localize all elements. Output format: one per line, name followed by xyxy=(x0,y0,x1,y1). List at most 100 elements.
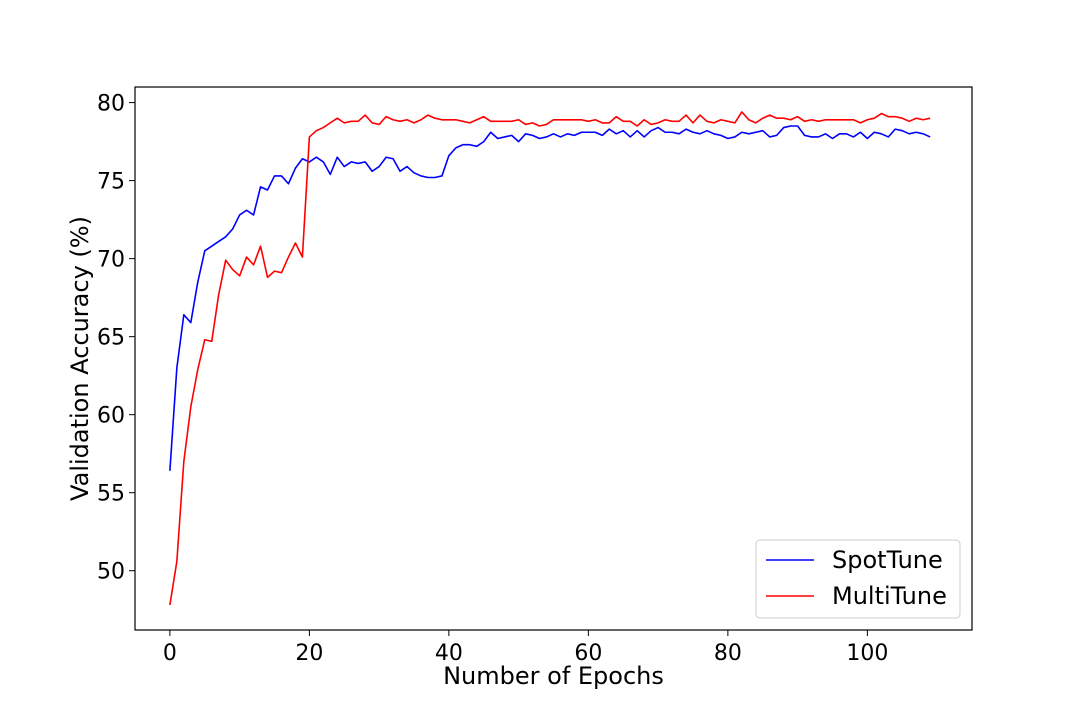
data-point-multitune xyxy=(413,122,415,124)
data-point-multitune xyxy=(776,117,778,119)
data-point-multitune xyxy=(762,117,764,119)
data-point-multitune xyxy=(887,116,889,118)
x-tick-label: 20 xyxy=(295,641,323,666)
data-point-multitune xyxy=(553,119,555,121)
data-point-multitune xyxy=(392,119,394,121)
data-point-spottune xyxy=(671,131,673,133)
data-point-multitune xyxy=(692,122,694,124)
data-point-spottune xyxy=(518,141,520,143)
data-point-spottune xyxy=(664,131,666,133)
data-point-multitune xyxy=(615,116,617,118)
data-point-multitune xyxy=(336,117,338,119)
data-point-multitune xyxy=(873,117,875,119)
data-point-spottune xyxy=(441,175,443,177)
legend-label-multitune: MultiTune xyxy=(832,582,947,610)
data-point-spottune xyxy=(371,170,373,172)
data-point-multitune xyxy=(734,122,736,124)
data-point-multitune xyxy=(504,120,506,122)
data-point-spottune xyxy=(462,144,464,146)
data-point-multitune xyxy=(420,119,422,121)
data-point-spottune xyxy=(657,127,659,129)
data-point-multitune xyxy=(169,604,171,606)
data-point-multitune xyxy=(643,119,645,121)
data-point-spottune xyxy=(218,240,220,242)
data-point-spottune xyxy=(378,166,380,168)
data-point-spottune xyxy=(832,137,834,139)
x-tick-label: 0 xyxy=(163,641,177,666)
data-point-spottune xyxy=(253,214,255,216)
y-tick-label: 55 xyxy=(97,482,125,507)
data-point-multitune xyxy=(587,120,589,122)
data-point-spottune xyxy=(406,166,408,168)
data-point-spottune xyxy=(818,136,820,138)
data-point-multitune xyxy=(455,119,457,121)
data-point-spottune xyxy=(232,228,234,230)
data-point-multitune xyxy=(804,120,806,122)
data-point-multitune xyxy=(287,256,289,258)
x-axis-label: Number of Epochs xyxy=(443,662,664,690)
data-point-spottune xyxy=(741,131,743,133)
data-point-multitune xyxy=(859,122,861,124)
data-point-spottune xyxy=(267,189,269,191)
data-point-multitune xyxy=(253,264,255,266)
data-point-spottune xyxy=(838,133,840,135)
x-tick-label: 40 xyxy=(435,641,463,666)
data-point-spottune xyxy=(880,133,882,135)
data-point-spottune xyxy=(246,209,248,211)
data-point-spottune xyxy=(497,137,499,139)
data-point-spottune xyxy=(280,175,282,177)
data-point-multitune xyxy=(720,119,722,121)
data-point-spottune xyxy=(643,136,645,138)
data-point-spottune xyxy=(629,136,631,138)
data-point-spottune xyxy=(866,137,868,139)
y-tick-label: 65 xyxy=(97,326,125,351)
data-point-multitune xyxy=(825,119,827,121)
data-point-multitune xyxy=(448,119,450,121)
data-point-multitune xyxy=(378,123,380,125)
data-point-multitune xyxy=(357,120,359,122)
data-point-spottune xyxy=(427,177,429,179)
y-tick-label: 70 xyxy=(97,248,125,273)
data-point-multitune xyxy=(497,120,499,122)
data-point-spottune xyxy=(622,130,624,132)
data-point-spottune xyxy=(762,130,764,132)
data-point-multitune xyxy=(629,120,631,122)
data-point-multitune xyxy=(699,114,701,116)
data-point-spottune xyxy=(922,133,924,135)
data-point-spottune xyxy=(190,322,192,324)
data-point-spottune xyxy=(511,134,513,136)
data-point-multitune xyxy=(741,111,743,113)
data-point-spottune xyxy=(504,136,506,138)
data-point-multitune xyxy=(232,269,234,271)
data-point-multitune xyxy=(441,119,443,121)
data-point-multitune xyxy=(308,136,310,138)
data-point-multitune xyxy=(797,116,799,118)
data-point-multitune xyxy=(706,120,708,122)
data-point-multitune xyxy=(748,119,750,121)
data-point-spottune xyxy=(183,314,185,316)
data-point-multitune xyxy=(274,270,276,272)
data-point-spottune xyxy=(894,128,896,130)
data-point-multitune xyxy=(594,119,596,121)
data-point-multitune xyxy=(525,123,527,125)
data-point-multitune xyxy=(901,117,903,119)
data-point-spottune xyxy=(594,131,596,133)
data-point-spottune xyxy=(225,236,227,238)
data-point-spottune xyxy=(804,134,806,136)
data-point-spottune xyxy=(176,367,178,369)
data-point-spottune xyxy=(685,128,687,130)
data-point-multitune xyxy=(622,120,624,122)
data-point-multitune xyxy=(239,275,241,277)
data-point-spottune xyxy=(455,147,457,149)
data-point-multitune xyxy=(476,119,478,121)
data-point-spottune xyxy=(274,175,276,177)
data-point-multitune xyxy=(350,120,352,122)
data-point-multitune xyxy=(657,122,659,124)
data-point-multitune xyxy=(294,242,296,244)
data-point-multitune xyxy=(580,119,582,121)
data-point-multitune xyxy=(546,123,548,125)
data-point-multitune xyxy=(566,119,568,121)
data-point-spottune xyxy=(755,131,757,133)
data-point-multitune xyxy=(260,245,262,247)
data-point-multitune xyxy=(664,119,666,121)
